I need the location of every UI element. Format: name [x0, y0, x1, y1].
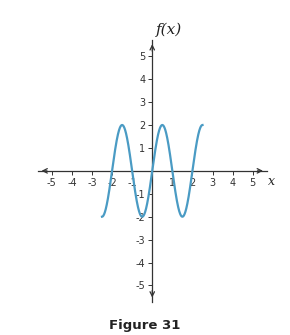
Text: f(x): f(x) [156, 22, 182, 37]
Text: Figure 31: Figure 31 [109, 319, 181, 332]
Text: x: x [268, 175, 275, 188]
